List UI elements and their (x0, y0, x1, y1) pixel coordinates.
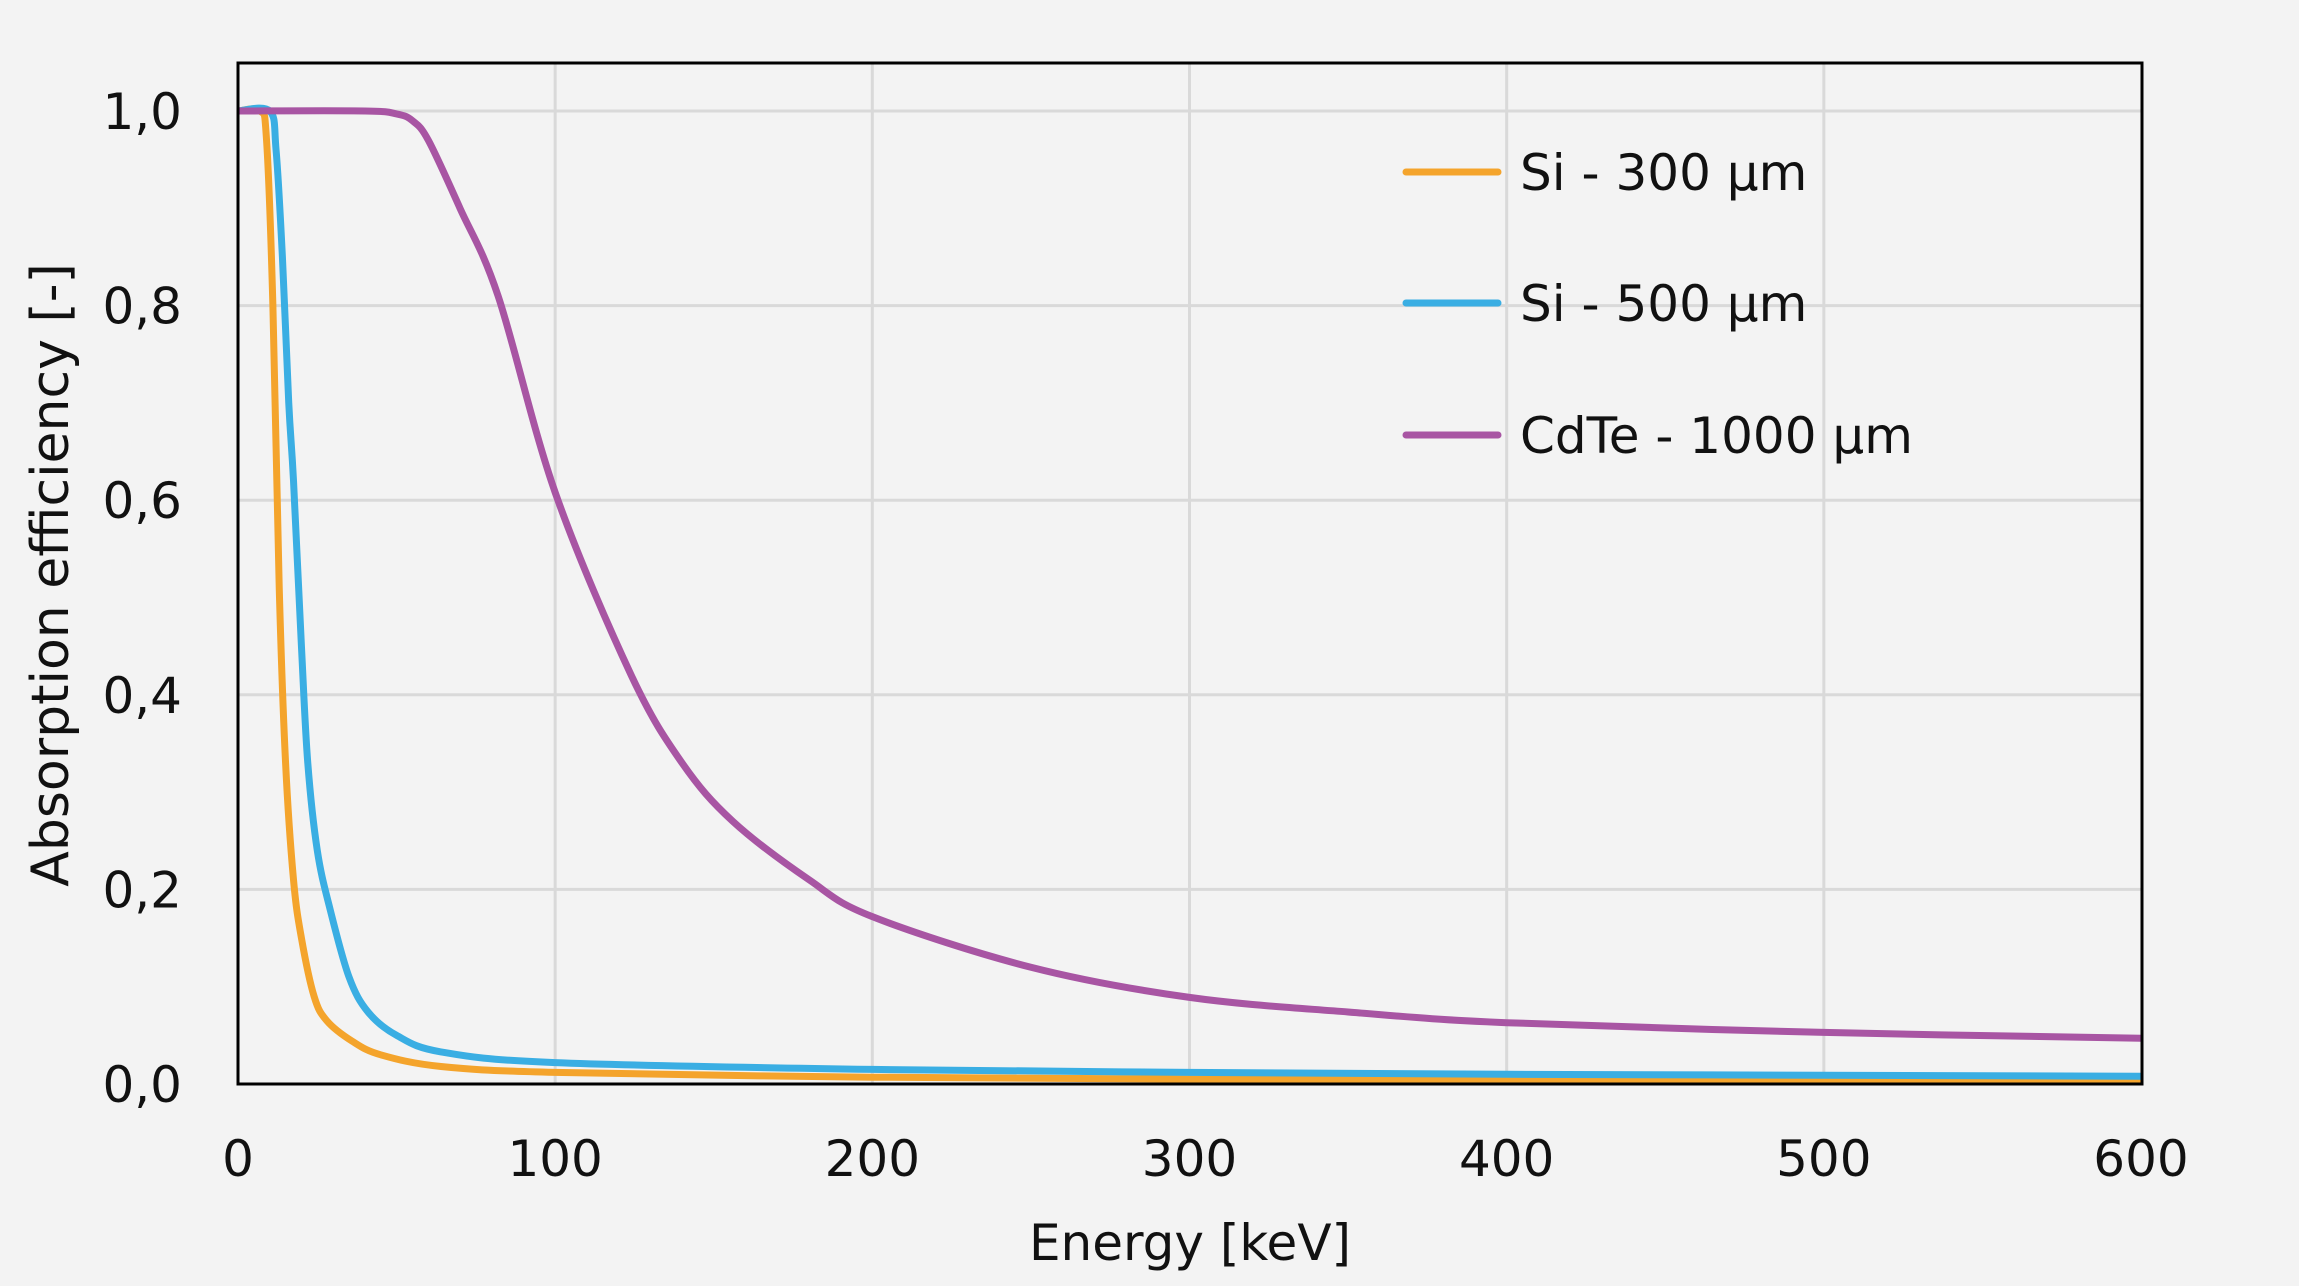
y-tick-label: 1,0 (102, 83, 182, 141)
y-axis-ticks: 0,0 0,2 0,4 0,6 0,8 1,0 (102, 83, 182, 1114)
y-axis-label: Absorption efficiency [-] (21, 263, 81, 887)
legend: Si - 300 µm Si - 500 µm CdTe - 1000 µm (1402, 144, 1913, 465)
x-tick-label: 300 (1142, 1130, 1237, 1188)
series-line (237, 107, 2142, 1042)
x-tick-label: 100 (507, 1130, 602, 1188)
grid (238, 63, 2141, 1084)
x-axis-label: Energy [keV] (1029, 1214, 1351, 1272)
x-tick-label: 0 (222, 1130, 254, 1188)
legend-label: CdTe - 1000 µm (1520, 407, 1913, 465)
y-tick-label: 0,8 (102, 278, 182, 336)
legend-label: Si - 300 µm (1520, 144, 1807, 202)
plot-frame (236, 61, 2144, 1086)
y-tick-label: 0,0 (102, 1056, 182, 1114)
x-tick-label: 200 (825, 1130, 920, 1188)
x-tick-label: 400 (1459, 1130, 1554, 1188)
legend-label: Si - 500 µm (1520, 275, 1807, 333)
y-tick-label: 0,4 (102, 667, 182, 725)
y-tick-label: 0,6 (102, 472, 182, 530)
x-axis-ticks: 0 100 200 300 400 500 600 (222, 1130, 2189, 1188)
series-line (237, 104, 2142, 1080)
series-line (237, 105, 2142, 1085)
series-lines (237, 104, 2142, 1085)
x-tick-label: 600 (2093, 1130, 2188, 1188)
y-tick-label: 0,2 (102, 861, 182, 919)
x-tick-label: 500 (1776, 1130, 1871, 1188)
